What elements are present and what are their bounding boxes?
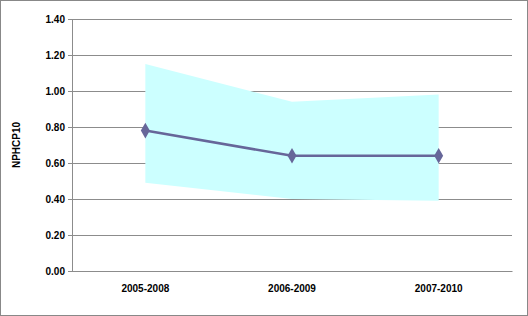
y-tick: 0.40	[46, 194, 72, 205]
y-tick: 1.20	[46, 50, 72, 61]
chart: 0.00 0.20 0.40 0.60 0.80 1.00 1.20 1.40 2005-200…	[0, 0, 528, 316]
marks	[141, 64, 443, 201]
x-tick-label: 2007-2010	[415, 283, 463, 294]
x-tick: 2005-2008	[121, 271, 169, 294]
grid-line	[72, 55, 512, 56]
y-tick-mark	[68, 163, 72, 164]
chart-frame	[1, 1, 528, 316]
y-axis-line	[68, 20, 73, 272]
grid-line	[72, 271, 512, 272]
y-tick: 1.40	[46, 14, 72, 25]
y-tick-mark	[68, 127, 72, 128]
y-tick-mark	[68, 271, 72, 272]
x-axis-line	[73, 271, 513, 272]
y-axis: 0.00 0.20 0.40 0.60 0.80 1.00 1.20 1.40	[46, 14, 73, 277]
y-tick: 0.20	[46, 230, 72, 241]
y-tick: 0.00	[46, 266, 72, 277]
marker	[141, 123, 150, 139]
y-tick-label: 0.40	[46, 194, 66, 205]
y-tick-label: 0.80	[46, 122, 66, 133]
y-tick: 0.60	[46, 158, 72, 169]
band-area	[145, 64, 438, 201]
y-tick-mark	[68, 55, 72, 56]
y-tick-label: 0.60	[46, 158, 66, 169]
x-tick-label: 2005-2008	[121, 283, 169, 294]
y-tick-mark	[68, 91, 72, 92]
marker	[288, 148, 297, 164]
y-tick-label: 0.20	[46, 230, 66, 241]
x-axis: 2005-2008 2006-2009 2007-2010	[73, 271, 513, 294]
y-tick-mark	[68, 235, 72, 236]
y-tick-label: 1.00	[46, 86, 66, 97]
y-tick-mark	[68, 19, 72, 20]
y-axis-title: NPHCP10	[11, 122, 22, 169]
grid-line	[72, 19, 512, 20]
y-tick-label: 0.00	[46, 266, 66, 277]
y-tick-mark	[68, 199, 72, 200]
plot: 0.00 0.20 0.40 0.60 0.80 1.00 1.20 1.40 2005-200…	[46, 14, 513, 294]
y-tick: 0.80	[46, 122, 72, 133]
grid	[72, 19, 512, 271]
x-tick-label: 2006-2009	[268, 283, 316, 294]
grid-line	[72, 235, 512, 236]
marker	[434, 148, 443, 164]
x-tick: 2007-2010	[415, 271, 463, 294]
y-tick-label: 1.20	[46, 50, 66, 61]
y-tick: 1.00	[46, 86, 72, 97]
grid-line	[72, 91, 512, 92]
y-tick-label: 1.40	[46, 14, 66, 25]
x-tick: 2006-2009	[268, 271, 316, 294]
